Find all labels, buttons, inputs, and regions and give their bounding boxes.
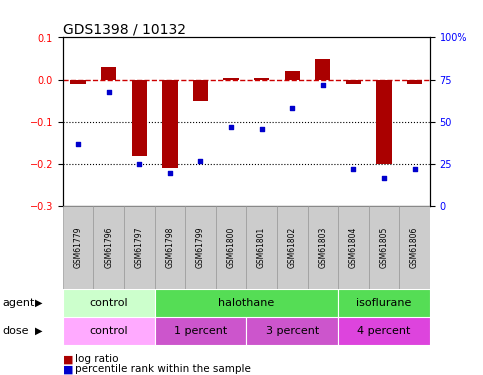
Text: ▶: ▶ xyxy=(35,298,43,308)
Text: ▶: ▶ xyxy=(35,326,43,336)
Point xyxy=(227,124,235,130)
Text: log ratio: log ratio xyxy=(75,354,118,364)
Text: GSM61801: GSM61801 xyxy=(257,227,266,268)
Text: control: control xyxy=(89,326,128,336)
Bar xyxy=(346,80,361,84)
Bar xyxy=(254,78,270,80)
Bar xyxy=(246,206,277,289)
Bar xyxy=(246,317,338,345)
Bar xyxy=(407,80,422,84)
Bar xyxy=(101,67,116,80)
Text: GSM61804: GSM61804 xyxy=(349,227,358,268)
Point xyxy=(166,170,174,176)
Bar xyxy=(93,206,124,289)
Bar xyxy=(155,289,338,317)
Text: control: control xyxy=(89,298,128,308)
Bar xyxy=(308,206,338,289)
Text: ■: ■ xyxy=(63,364,73,374)
Bar xyxy=(124,206,155,289)
Bar xyxy=(162,80,177,168)
Bar xyxy=(338,206,369,289)
Text: GSM61796: GSM61796 xyxy=(104,227,113,268)
Text: dose: dose xyxy=(2,326,29,336)
Bar xyxy=(185,206,216,289)
Text: GSM61799: GSM61799 xyxy=(196,227,205,268)
Bar xyxy=(338,289,430,317)
Text: isoflurane: isoflurane xyxy=(356,298,412,308)
Text: 3 percent: 3 percent xyxy=(266,326,319,336)
Text: GSM61798: GSM61798 xyxy=(165,227,174,268)
Text: GSM61805: GSM61805 xyxy=(380,227,388,268)
Text: GSM61803: GSM61803 xyxy=(318,227,327,268)
Bar xyxy=(399,206,430,289)
Bar xyxy=(216,206,246,289)
Text: GSM61800: GSM61800 xyxy=(227,227,236,268)
Text: halothane: halothane xyxy=(218,298,274,308)
Point xyxy=(197,158,204,164)
Text: GSM61779: GSM61779 xyxy=(73,227,83,268)
Bar xyxy=(63,206,93,289)
Point xyxy=(350,166,357,172)
Point xyxy=(288,105,296,111)
Point xyxy=(380,175,388,181)
Bar xyxy=(155,317,246,345)
Bar xyxy=(376,80,392,164)
Bar xyxy=(131,80,147,156)
Bar xyxy=(284,71,300,80)
Text: GSM61797: GSM61797 xyxy=(135,227,144,268)
Text: 4 percent: 4 percent xyxy=(357,326,411,336)
Bar xyxy=(277,206,308,289)
Text: agent: agent xyxy=(2,298,35,308)
Text: GSM61802: GSM61802 xyxy=(288,227,297,268)
Point xyxy=(319,82,327,88)
Bar xyxy=(155,206,185,289)
Text: ■: ■ xyxy=(63,354,73,364)
Bar xyxy=(71,80,86,84)
Point xyxy=(105,88,113,94)
Bar xyxy=(369,206,399,289)
Point xyxy=(135,161,143,167)
Text: percentile rank within the sample: percentile rank within the sample xyxy=(75,364,251,374)
Bar xyxy=(63,289,155,317)
Bar xyxy=(223,78,239,80)
Bar xyxy=(193,80,208,101)
Bar xyxy=(63,317,155,345)
Point xyxy=(411,166,418,172)
Bar xyxy=(315,58,330,80)
Text: GDS1398 / 10132: GDS1398 / 10132 xyxy=(63,22,186,36)
Text: GSM61806: GSM61806 xyxy=(410,227,419,268)
Point xyxy=(74,141,82,147)
Text: 1 percent: 1 percent xyxy=(174,326,227,336)
Point xyxy=(258,126,266,132)
Bar xyxy=(338,317,430,345)
